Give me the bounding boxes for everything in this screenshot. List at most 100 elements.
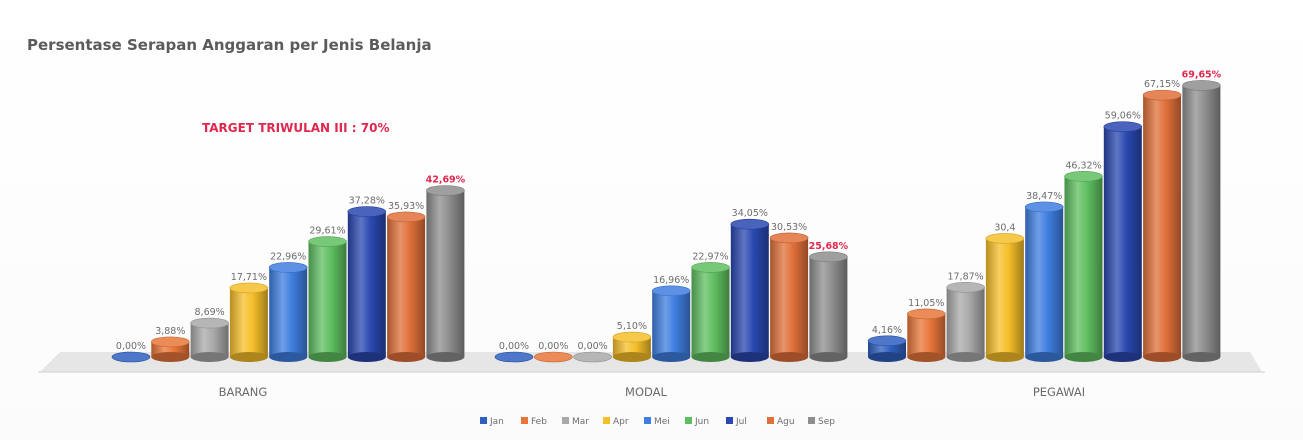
bar-body — [612, 337, 651, 357]
bar-body — [691, 267, 730, 357]
bar-modal-apr — [612, 331, 652, 362]
bar-base — [387, 352, 426, 362]
data-label-modal-agu: 30,53% — [771, 222, 807, 233]
bar-top — [612, 331, 652, 343]
bar-base — [946, 352, 985, 362]
data-label-pegawai-mar: 17,87% — [947, 271, 983, 282]
data-label-pegawai-jun: 46,32% — [1065, 160, 1101, 171]
target-annotation: TARGET TRIWULAN III : 70% — [202, 121, 390, 135]
bar-top — [985, 233, 1025, 244]
data-label-barang-sep: 42,69% — [426, 175, 466, 186]
legend-label: Agu — [777, 417, 795, 427]
data-label-modal-jul: 34,05% — [732, 208, 768, 219]
bar-body — [907, 313, 946, 357]
bar-top — [1142, 89, 1182, 101]
bar-body — [946, 287, 985, 357]
bar-top — [347, 206, 387, 217]
data-label-barang-agu: 35,93% — [388, 201, 424, 212]
bar-pegawai-mei — [1024, 201, 1064, 362]
bar-top — [906, 308, 946, 320]
bar-barang-sep — [426, 185, 465, 362]
bar-barang-jul — [347, 206, 387, 362]
bar-base — [770, 352, 809, 362]
bar-top — [730, 218, 770, 230]
bar-modal-mei — [651, 285, 691, 362]
legend-item-jun: Jun — [685, 417, 709, 427]
bar-body — [229, 287, 268, 357]
bar-base — [308, 352, 347, 362]
bar-modal-jan — [494, 351, 534, 363]
bar-modal-jun — [691, 262, 730, 362]
bar-pegawai-jul — [1103, 121, 1143, 362]
bar-base — [730, 352, 769, 362]
bar-body — [347, 211, 386, 357]
bar-base — [868, 352, 906, 362]
bar-pegawai-agu — [1142, 89, 1182, 362]
legend-label: Apr — [613, 417, 629, 427]
bar-base — [229, 352, 268, 362]
category-label-barang: BARANG — [219, 385, 268, 399]
legend-label: Feb — [531, 417, 547, 427]
bar-base — [1103, 352, 1142, 362]
data-label-pegawai-apr: 30,4 — [994, 222, 1015, 233]
bar-base — [151, 352, 190, 362]
legend-item-mei: Mei — [644, 417, 670, 427]
data-label-barang-jul: 37,28% — [349, 196, 385, 207]
legend-label: Jun — [694, 417, 709, 427]
legend-label: Jul — [735, 417, 747, 427]
bar-top — [691, 262, 730, 273]
legend-swatch — [562, 417, 569, 424]
legend-swatch — [644, 417, 651, 424]
bar-modal-mar — [573, 351, 612, 363]
bar-top — [308, 236, 347, 247]
bar-body — [426, 190, 465, 357]
data-label-pegawai-agu: 67,15% — [1144, 79, 1180, 90]
legend-label: Mar — [572, 417, 589, 427]
bar-body — [308, 241, 347, 357]
bar-top — [946, 282, 985, 293]
legend-item-mar: Mar — [562, 417, 589, 427]
bar-barang-agu — [386, 211, 426, 362]
bar-body — [730, 224, 769, 357]
bar-base — [1143, 352, 1182, 362]
bar-pegawai-sep — [1182, 80, 1221, 362]
bar-top — [494, 351, 534, 363]
legend-item-jan: Jan — [480, 417, 504, 427]
legend-item-apr: Apr — [603, 417, 629, 427]
bar-body — [387, 216, 426, 357]
data-label-barang-mar: 8,69% — [195, 307, 225, 318]
bar-body — [809, 256, 848, 357]
bar-body — [652, 290, 691, 357]
bar-base — [652, 352, 691, 362]
bar-top — [867, 335, 907, 347]
bar-base — [269, 352, 308, 362]
bar-pegawai-feb — [906, 308, 946, 362]
data-label-barang-apr: 17,71% — [231, 272, 267, 283]
bar-top — [1103, 121, 1143, 132]
data-label-modal-jan: 0,00% — [499, 341, 529, 352]
bar-base — [347, 352, 386, 362]
bar-top — [1182, 80, 1221, 91]
legend-label: Mei — [654, 417, 670, 427]
legend-label: Jan — [489, 417, 504, 427]
data-label-barang-mei: 22,96% — [270, 251, 306, 262]
data-label-modal-feb: 0,00% — [538, 341, 568, 352]
bar-barang-mar — [190, 317, 229, 362]
bar-barang-mei — [268, 262, 308, 362]
bar-base — [691, 352, 730, 362]
bar-modal-feb — [533, 351, 573, 363]
bar-top — [229, 282, 269, 294]
bar-base — [907, 352, 946, 362]
legend-swatch — [480, 417, 487, 424]
bar-body — [985, 238, 1024, 357]
bar-body — [1143, 95, 1182, 358]
bar-body — [269, 267, 308, 357]
bar-modal-sep — [809, 251, 848, 362]
bar-top — [533, 351, 573, 363]
data-label-modal-jun: 22,97% — [692, 251, 728, 262]
bar-base — [985, 352, 1024, 362]
bar-top — [386, 211, 426, 223]
data-label-pegawai-mei: 38,47% — [1026, 191, 1062, 202]
